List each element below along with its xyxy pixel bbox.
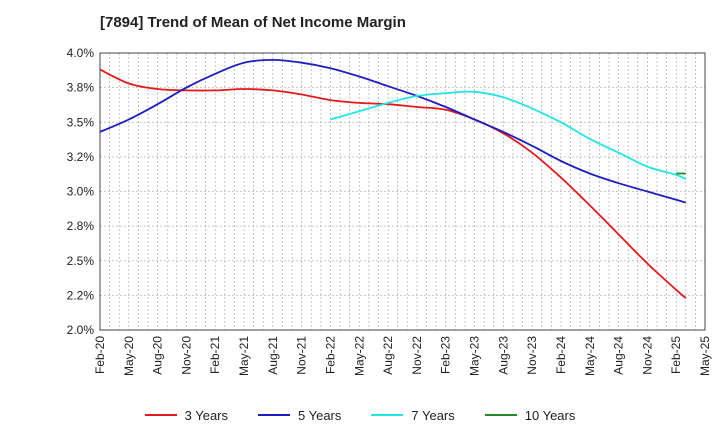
legend-swatch — [371, 414, 404, 416]
legend-item-3-years: 3 Years — [144, 404, 228, 426]
series-layer — [99, 58, 687, 299]
x-tick-label: Feb-21 — [208, 336, 222, 374]
legend-swatch — [258, 414, 290, 416]
x-tick-label: May-20 — [122, 336, 136, 376]
x-tick-label: Nov-23 — [525, 336, 539, 375]
x-tick-label: Aug-24 — [612, 336, 626, 375]
x-tick-label: Feb-20 — [93, 336, 107, 374]
x-tick-label: Nov-24 — [640, 336, 654, 375]
y-tick-label: 3.0% — [67, 185, 95, 199]
legend-label: 10 Years — [524, 407, 576, 423]
x-tick-label: Aug-23 — [496, 336, 510, 375]
axis-layer — [99, 52, 706, 331]
x-tick-label: Feb-22 — [323, 336, 337, 374]
legend-item-7-years: 7 Years — [371, 404, 455, 426]
x-tick-label: Feb-23 — [439, 336, 453, 374]
x-tick-label: Aug-22 — [381, 336, 395, 375]
x-tick-label: Aug-20 — [151, 336, 165, 375]
x-tick-label: Aug-21 — [266, 336, 280, 375]
grid-layer — [99, 52, 706, 331]
y-tick-label: 3.2% — [67, 150, 95, 164]
x-tick-label: Nov-20 — [179, 336, 193, 375]
x-tick-label: May-22 — [352, 336, 366, 376]
series-line-7-years — [330, 90, 687, 180]
series-line-3-years — [99, 68, 687, 299]
y-tick-label: 2.0% — [67, 323, 95, 337]
legend: 3 Years 5 Years 7 Years 10 Years — [0, 404, 720, 426]
y-tick-label: 3.5% — [67, 115, 95, 129]
y-tick-label: 2.8% — [67, 219, 95, 233]
x-tick-label: May-23 — [468, 336, 482, 376]
y-tick-label: 4.0% — [67, 46, 95, 60]
x-tick-label: May-25 — [698, 336, 712, 376]
x-tick-label: Feb-25 — [669, 336, 683, 374]
x-tick-label: Nov-21 — [295, 336, 309, 375]
x-tick-label: May-24 — [583, 336, 597, 376]
legend-label: 5 Years — [298, 407, 342, 423]
legend-item-5-years: 5 Years — [258, 404, 341, 426]
x-tick-label: Nov-22 — [410, 336, 424, 375]
y-tick-label: 3.8% — [67, 81, 95, 95]
legend-label: 3 Years — [184, 407, 228, 423]
x-tick-label: May-21 — [237, 336, 251, 376]
legend-label: 7 Years — [411, 407, 455, 423]
y-tick-label: 2.2% — [67, 288, 95, 302]
legend-swatch — [144, 414, 177, 416]
series-line-5-years — [99, 58, 687, 204]
chart-title: [7894] Trend of Mean of Net Income Margi… — [100, 14, 406, 31]
legend-item-10-years: 10 Years — [484, 404, 576, 426]
y-tick-label: 2.5% — [67, 254, 95, 268]
plot-border — [99, 52, 706, 331]
legend-swatch — [484, 414, 517, 416]
x-tick-label: Feb-24 — [554, 336, 568, 374]
tick-layer: 2.0% 2.2% 2.5% 2.8% 3.0% 3.2% 3.5% 3.8% 4.0% Feb-… — [67, 46, 712, 376]
